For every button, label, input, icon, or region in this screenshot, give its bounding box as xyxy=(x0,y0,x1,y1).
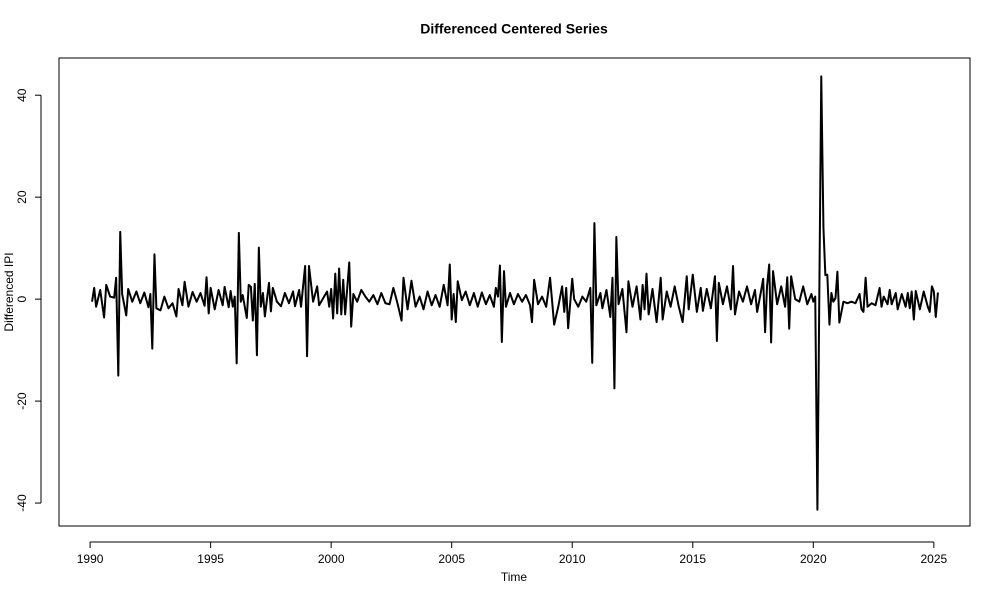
y-tick-label: -40 xyxy=(15,494,29,512)
x-tick-label: 1990 xyxy=(77,552,104,566)
x-tick-label: 2015 xyxy=(679,552,706,566)
x-tick-label: 2005 xyxy=(438,552,465,566)
y-tick-label: 20 xyxy=(15,190,29,204)
x-tick-label: 2020 xyxy=(800,552,827,566)
series-line xyxy=(91,75,939,511)
y-tick-label: -20 xyxy=(15,392,29,410)
x-tick-label: 2010 xyxy=(559,552,586,566)
x-tick-label: 1995 xyxy=(197,552,224,566)
y-tick-label: 0 xyxy=(15,295,29,302)
x-axis-label: Time xyxy=(501,570,528,584)
x-tick-label: 2025 xyxy=(920,552,947,566)
chart-title: Differenced Centered Series xyxy=(420,21,608,37)
plot-box xyxy=(58,57,971,527)
y-tick-label: 40 xyxy=(15,88,29,102)
y-axis-label: Differenced IPI xyxy=(2,252,16,331)
x-tick-label: 2000 xyxy=(318,552,345,566)
